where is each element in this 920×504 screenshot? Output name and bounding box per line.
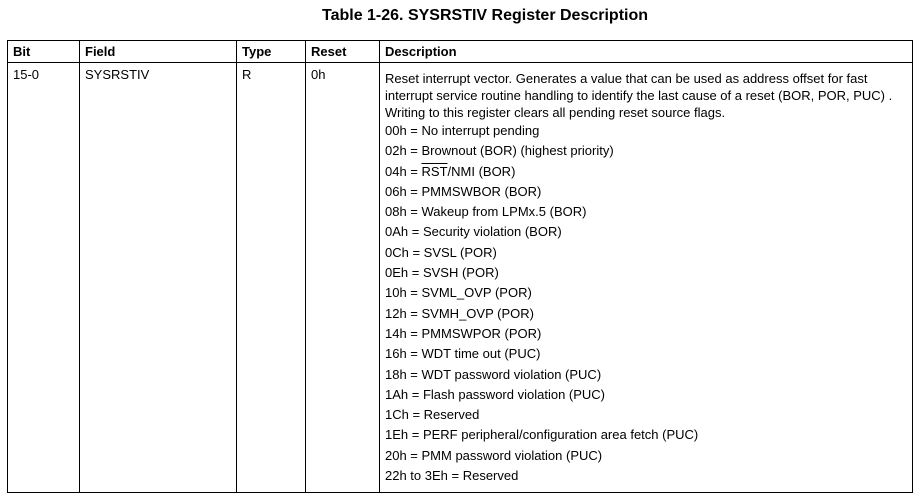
value-item: 1Eh = PERF peripheral/configuration area… [385, 427, 699, 443]
value-item: 14h = PMMSWPOR (POR) [385, 325, 542, 341]
cell-bit: 15-0 [7, 62, 80, 493]
header-type: Type [236, 40, 306, 63]
value-item: 20h = PMM password violation (PUC) [385, 447, 603, 463]
value-item: 16h = WDT time out (PUC) [385, 346, 541, 362]
cell-description: Reset interrupt vector. Generates a valu… [379, 62, 913, 493]
value-item: 0Ah = Security violation (BOR) [385, 224, 562, 240]
value-item: 06h = PMMSWBOR (BOR) [385, 183, 542, 199]
value-item: 02h = Brownout (BOR) (highest priority) [385, 143, 614, 159]
header-bit: Bit [7, 40, 80, 63]
table-title: Table 1-26. SYSRSTIV Register Descriptio… [321, 7, 649, 24]
value-item: 1Ch = Reserved [385, 407, 480, 423]
value-item: 0Eh = SVSH (POR) [385, 265, 499, 281]
value-item-suffix: /NMI (BOR) [447, 163, 516, 179]
header-reset: Reset [305, 40, 380, 63]
value-list: 00h = No interrupt pending 02h = Brownout… [385, 121, 912, 486]
value-item-overline: RST [421, 163, 448, 179]
value-item: 22h to 3Eh = Reserved [385, 468, 519, 484]
header-description: Description [379, 40, 913, 63]
table-row: 15-0 SYSRSTIV R 0h Reset interrupt vecto… [7, 62, 913, 493]
header-field: Field [79, 40, 237, 63]
description-text: Reset interrupt vector. Generates a valu… [385, 71, 893, 120]
value-item: 12h = SVMH_OVP (POR) [385, 305, 534, 321]
cell-type: R [236, 62, 306, 493]
value-item: 1Ah = Flash password violation (PUC) [385, 386, 606, 402]
value-item: 04h = RST/NMI (BOR) [385, 162, 912, 182]
register-table: Bit Field Type Reset Description 15-0 SY… [7, 40, 913, 493]
cell-field: SYSRSTIV [79, 62, 237, 493]
value-item: 08h = Wakeup from LPMx.5 (BOR) [385, 204, 587, 220]
value-item: 10h = SVML_OVP (POR) [385, 285, 532, 301]
value-item: 0Ch = SVSL (POR) [385, 244, 497, 260]
cell-reset: 0h [305, 62, 380, 493]
header-row: Bit Field Type Reset Description [7, 40, 913, 63]
value-item: 18h = WDT password violation (PUC) [385, 366, 602, 382]
value-item: 00h = No interrupt pending [385, 123, 540, 138]
value-item-prefix: 04h = [385, 163, 422, 179]
